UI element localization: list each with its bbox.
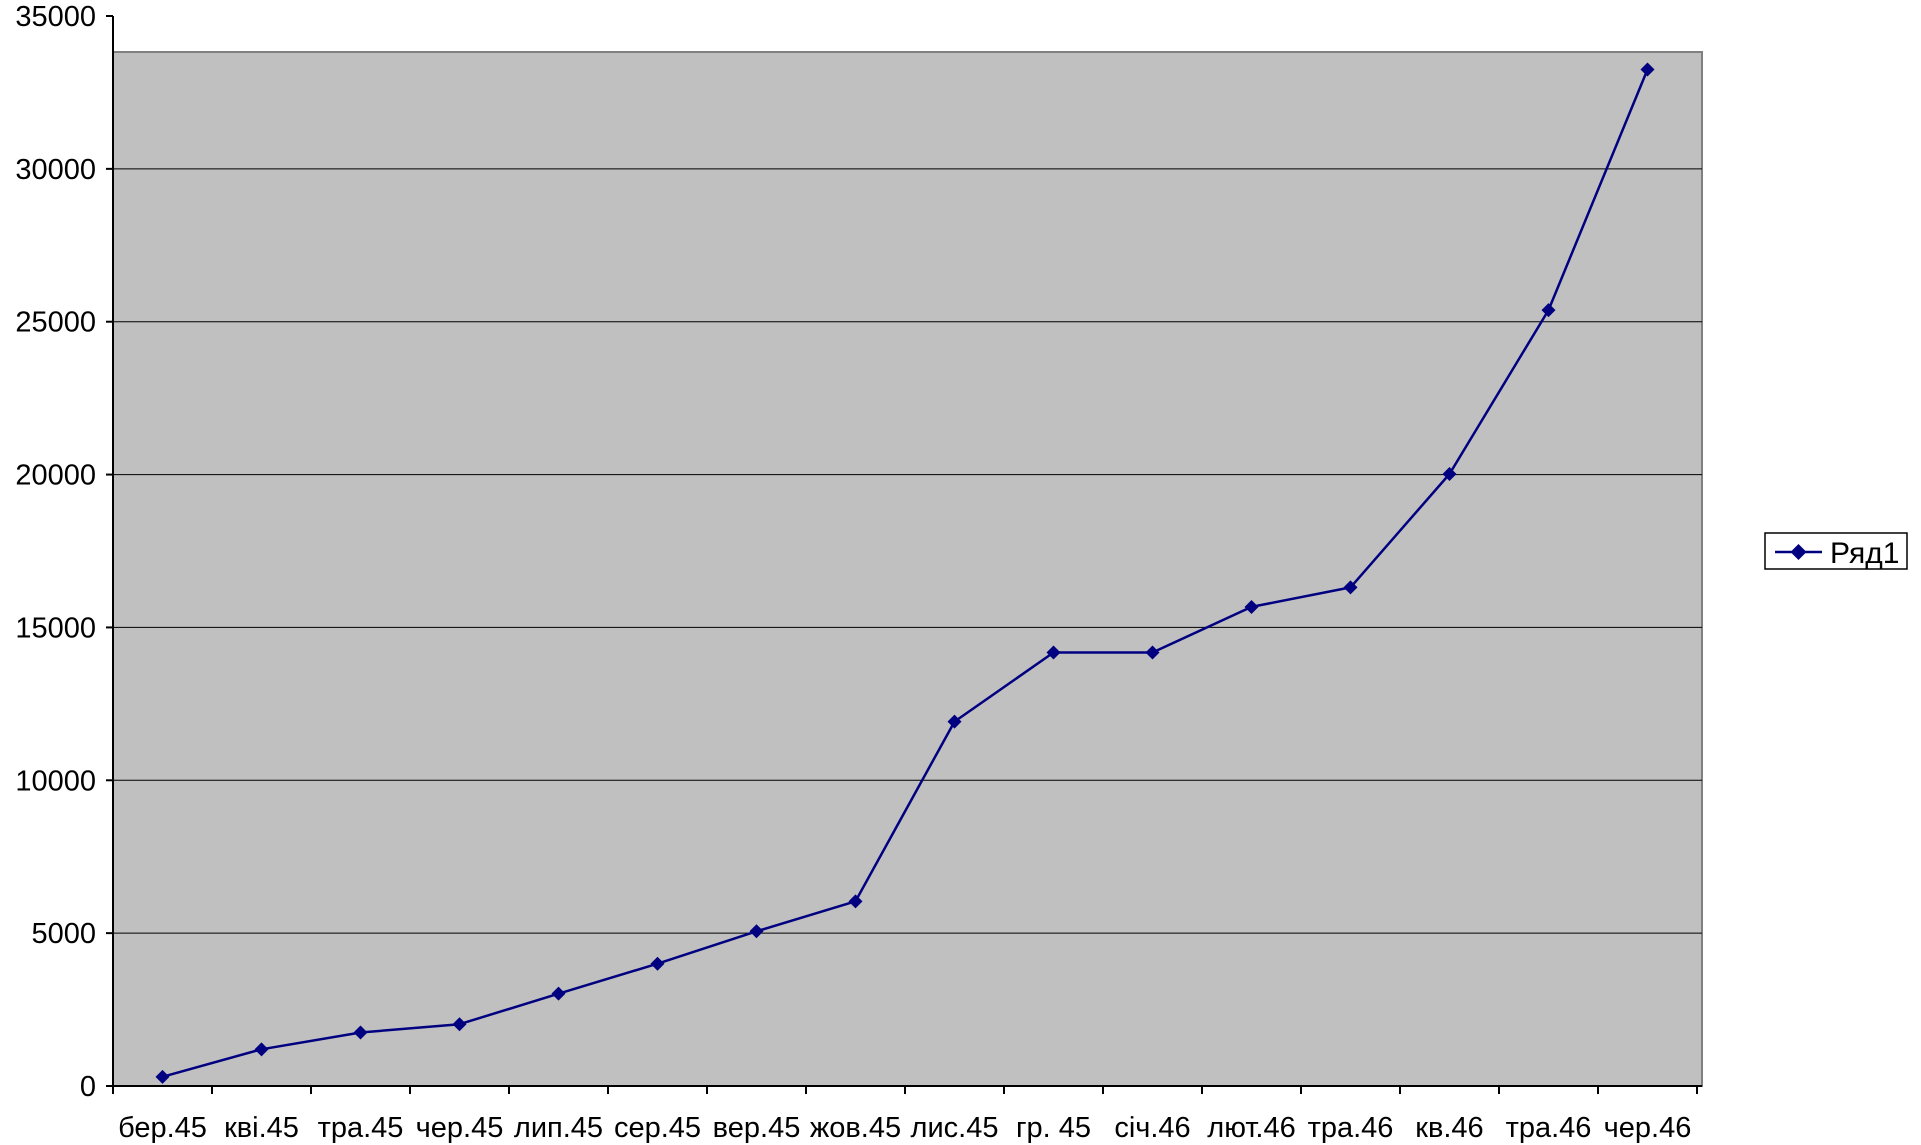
y-tick-label-1: 5000 bbox=[31, 918, 96, 950]
x-tick-label-11: лют.46 bbox=[1207, 1112, 1295, 1144]
legend: Ряд1 bbox=[1764, 532, 1908, 570]
data-point-11 bbox=[1244, 599, 1259, 614]
y-tick-label-6: 30000 bbox=[15, 154, 96, 186]
x-tick-label-9: гр. 45 bbox=[1016, 1112, 1091, 1144]
data-point-8 bbox=[947, 714, 962, 729]
data-point-7 bbox=[848, 894, 863, 909]
y-tick-label-7: 35000 bbox=[15, 1, 96, 33]
data-point-3 bbox=[452, 1017, 467, 1032]
x-tick-label-10: січ.46 bbox=[1114, 1112, 1190, 1144]
series-line-1 bbox=[162, 69, 1649, 1079]
data-point-9 bbox=[1046, 645, 1061, 660]
data-point-4 bbox=[551, 986, 566, 1001]
y-axis-tick-labels: 0 5000 10000 15000 20000 25000 30000 35000 bbox=[15, 1, 96, 1103]
x-tick-label-2: тра.45 bbox=[318, 1112, 404, 1144]
y-tick-label-3: 15000 bbox=[15, 612, 96, 644]
data-point-15 bbox=[1640, 62, 1655, 77]
x-tick-label-5: сер.45 bbox=[614, 1112, 701, 1144]
x-tick-label-3: чер.45 bbox=[416, 1112, 504, 1144]
y-tick-label-2: 10000 bbox=[15, 765, 96, 797]
data-point-12 bbox=[1343, 580, 1358, 595]
plot-area bbox=[112, 51, 1703, 1087]
data-point-0 bbox=[155, 1069, 170, 1084]
data-point-5 bbox=[650, 956, 665, 971]
x-tick-label-4: лип.45 bbox=[514, 1112, 603, 1144]
data-point-14 bbox=[1541, 303, 1556, 318]
x-tick-label-7: жов.45 bbox=[810, 1112, 901, 1144]
y-tick-label-4: 20000 bbox=[15, 460, 96, 492]
x-tick-label-1: кві.45 bbox=[224, 1112, 299, 1144]
legend-label-series-1: Ряд1 bbox=[1830, 537, 1899, 570]
x-tick-label-15: чер.46 bbox=[1604, 1112, 1692, 1144]
series-group bbox=[155, 62, 1655, 1084]
x-tick-label-0: бер.45 bbox=[118, 1112, 207, 1144]
data-point-2 bbox=[353, 1025, 368, 1040]
x-tick-label-13: кв.46 bbox=[1415, 1112, 1483, 1144]
x-axis-tick-labels: бер.45 кві.45 тра.45 чер.45 лип.45 сер.45 вер.… bbox=[118, 1112, 1691, 1144]
x-tick-label-14: тра.46 bbox=[1506, 1112, 1592, 1144]
data-point-6 bbox=[749, 924, 764, 939]
axes bbox=[106, 15, 1702, 1094]
x-tick-label-6: вер.45 bbox=[713, 1112, 801, 1144]
y-tick-label-0: 0 bbox=[80, 1071, 96, 1103]
data-point-1 bbox=[254, 1042, 269, 1057]
data-point-13 bbox=[1442, 466, 1457, 481]
x-tick-label-12: тра.46 bbox=[1308, 1112, 1394, 1144]
legend-marker bbox=[1790, 544, 1807, 560]
data-point-10 bbox=[1145, 645, 1160, 660]
x-tick-label-8: лис.45 bbox=[911, 1112, 999, 1144]
y-tick-label-5: 25000 bbox=[15, 307, 96, 339]
gridlines bbox=[113, 168, 1702, 934]
